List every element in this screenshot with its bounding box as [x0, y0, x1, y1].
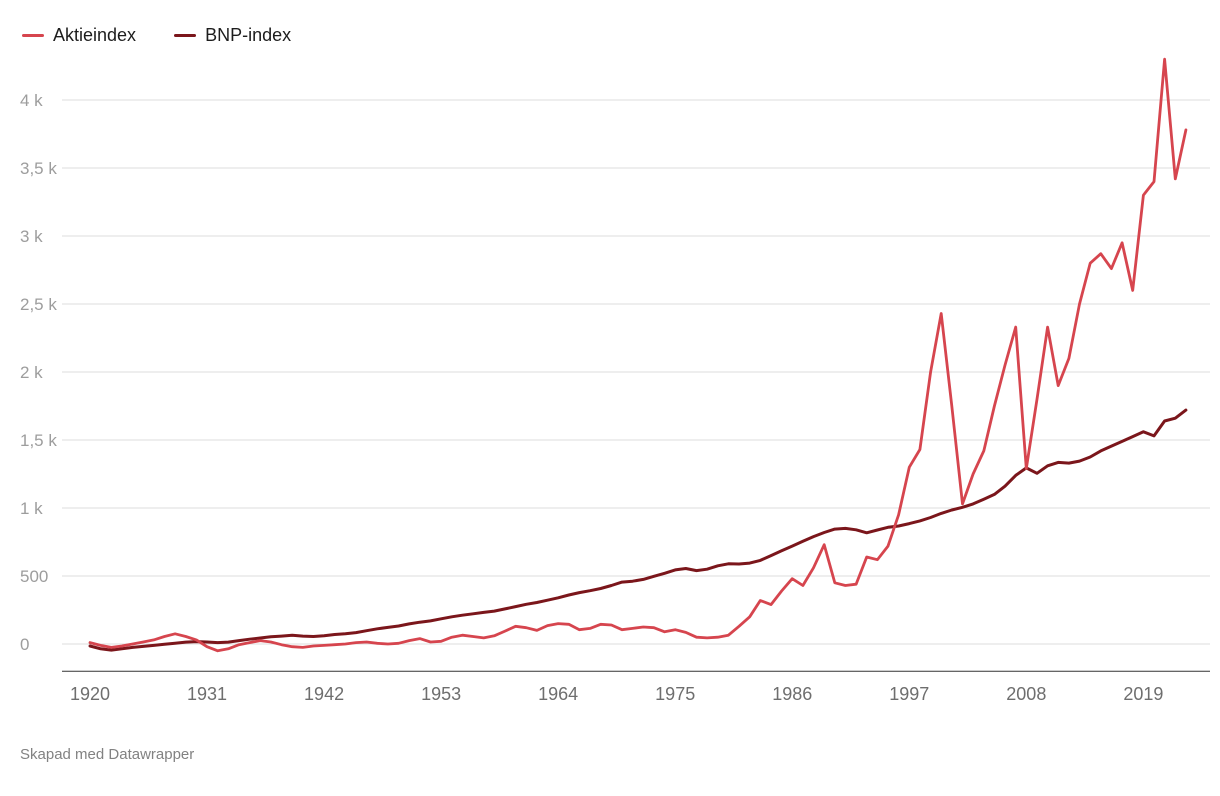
x-axis-label: 1964 [538, 684, 578, 704]
legend-label-aktieindex: Aktieindex [53, 24, 137, 45]
y-axis-label: 1,5 k [20, 431, 57, 450]
y-axis-label: 4 k [20, 91, 43, 110]
legend-item-bnp-index: BNP-index [174, 25, 291, 46]
y-axis-label: 500 [20, 567, 48, 586]
series-line-aktieindex [88, 57, 1188, 653]
x-axis-label: 1975 [655, 684, 695, 704]
x-axis-label: 2019 [1123, 684, 1163, 704]
line-chart: 0 500 1 k 1,5 k 2 k 2,5 k 3 k 3,5 k 4 k 1920 1931 1… [20, 57, 1210, 704]
datawrapper-credit: Skapad med Datawrapper [20, 746, 195, 763]
y-axis-label: 0 [20, 635, 29, 654]
legend-label-bnp-index: BNP-index [205, 24, 292, 45]
x-axis-label: 1942 [304, 684, 344, 704]
x-axis-label: 1986 [772, 684, 812, 704]
series-line-bnp-index [88, 408, 1188, 652]
y-axis-label: 3 k [20, 227, 43, 246]
x-axis-label: 1953 [421, 684, 461, 704]
aktieindex-line-swatch-icon [22, 33, 44, 37]
y-axis-label: 2,5 k [20, 295, 57, 314]
y-axis-label: 2 k [20, 363, 43, 382]
legend-item-aktieindex: Aktieindex [22, 25, 136, 46]
x-axis-label: 1997 [889, 684, 929, 704]
chart-legend: Aktieindex BNP-index [0, 0, 1220, 52]
x-axis-label: 1931 [187, 684, 227, 704]
x-axis-label: 1920 [70, 684, 110, 704]
x-axis-label: 2008 [1006, 684, 1046, 704]
y-axis-label: 1 k [20, 499, 43, 518]
bnp-index-line-swatch-icon [174, 33, 197, 37]
y-axis-label: 3,5 k [20, 159, 57, 178]
